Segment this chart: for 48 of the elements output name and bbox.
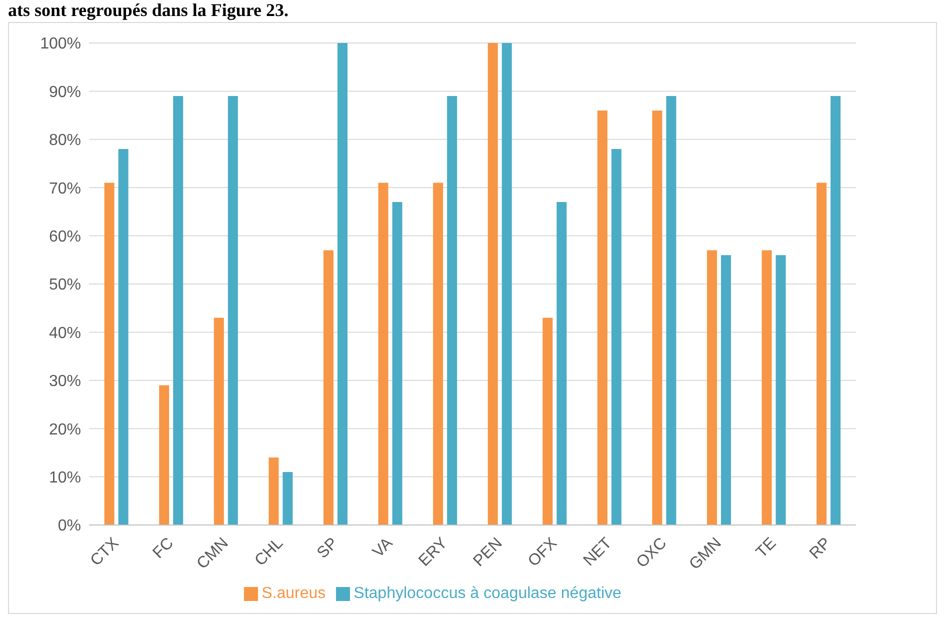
y-tick-label: 70% [48, 180, 81, 198]
bar [830, 96, 841, 525]
bar [502, 43, 512, 525]
text: ats sont regroupés dans la Figure 23. [8, 0, 290, 20]
y-tick-label: 30% [48, 373, 81, 390]
y-tick-label: 100% [40, 36, 81, 53]
y-tick-label: 10% [48, 469, 81, 486]
bar [214, 318, 224, 525]
bar [282, 472, 293, 525]
bar [118, 149, 128, 525]
x-tick-label: FC [150, 534, 177, 562]
bar [337, 43, 348, 525]
x-tick-label: CHL [252, 534, 287, 570]
bar [392, 202, 402, 525]
bar [104, 182, 114, 525]
bar [762, 250, 772, 525]
bar [323, 250, 334, 525]
x-tick-label: TE [753, 534, 780, 562]
bar [611, 149, 622, 525]
x-tick-label: RP [806, 534, 834, 563]
y-tick-label: 0% [58, 518, 81, 535]
x-tick-label: VA [370, 534, 396, 562]
legend-label: S.aureus [262, 585, 326, 602]
y-tick-label: 40% [48, 324, 81, 342]
bar [666, 96, 676, 525]
bar [433, 182, 444, 525]
bar [597, 110, 608, 525]
bar [720, 255, 731, 525]
bar [542, 318, 553, 525]
y-tick-label: 20% [48, 421, 81, 438]
bar [556, 202, 567, 525]
x-tick-label: SP [314, 534, 342, 562]
y-tick-label: 90% [48, 84, 81, 101]
bar [159, 385, 170, 525]
bar [378, 182, 388, 525]
y-tick-label: 60% [48, 228, 81, 246]
legend-label: Staphylococcus à coagulase négative [354, 585, 622, 602]
y-tick-label: 80% [48, 132, 81, 150]
bar [776, 255, 786, 525]
y-tick-label: 50% [48, 276, 81, 294]
bar [652, 110, 662, 525]
bar [173, 96, 184, 525]
bar [268, 458, 279, 525]
bar [228, 96, 238, 525]
bar [706, 250, 717, 525]
bar [447, 96, 458, 525]
bar [488, 43, 498, 525]
bar [816, 182, 827, 525]
